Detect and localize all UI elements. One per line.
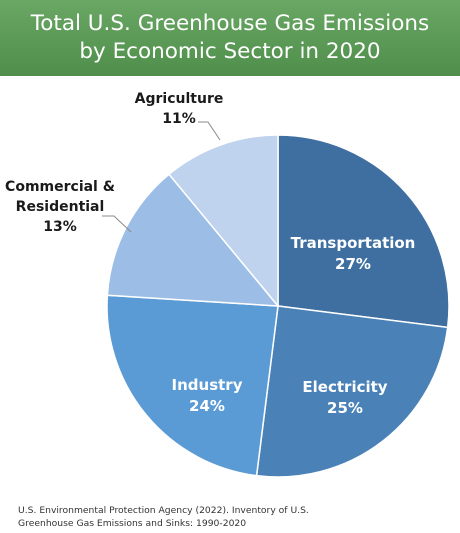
pie-slice-agriculture xyxy=(167,134,279,309)
title-banner: Total U.S. Greenhouse Gas Emissions by E… xyxy=(0,0,460,76)
source-line-2: Greenhouse Gas Emissions and Sinks: 1990… xyxy=(18,518,247,529)
slice-name-label-agriculture: Agriculture xyxy=(135,91,224,107)
title-line-2: by Economic Sector in 2020 xyxy=(79,39,381,64)
pie-slice-transportation xyxy=(277,134,450,329)
slice-value-label-agriculture: 11% xyxy=(162,111,196,127)
slice-value-label-transportation: 27% xyxy=(335,255,371,273)
slice-name-label-commercial-residential: Residential xyxy=(16,199,105,215)
pie-slice-commercial-residential xyxy=(106,173,280,307)
source-line-1: U.S. Environmental Protection Agency (20… xyxy=(18,505,309,516)
slice-name-label-commercial-residential: Commercial & xyxy=(5,179,115,195)
leader-line-agriculture xyxy=(198,121,221,141)
slice-name-label-electricity: Electricity xyxy=(302,378,387,396)
pie-slice-industry xyxy=(106,294,279,477)
slice-name-label-transportation: Transportation xyxy=(291,234,416,252)
slice-value-label-electricity: 25% xyxy=(327,399,363,417)
source-citation: U.S. Environmental Protection Agency (20… xyxy=(18,504,438,530)
slice-value-label-commercial-residential: 13% xyxy=(43,219,77,235)
pie-slice-electricity xyxy=(255,305,449,478)
slice-value-label-industry: 24% xyxy=(189,397,225,415)
title-line-1: Total U.S. Greenhouse Gas Emissions xyxy=(30,11,430,36)
leader-line-commercial-residential xyxy=(102,215,132,233)
slice-name-label-industry: Industry xyxy=(172,376,243,394)
